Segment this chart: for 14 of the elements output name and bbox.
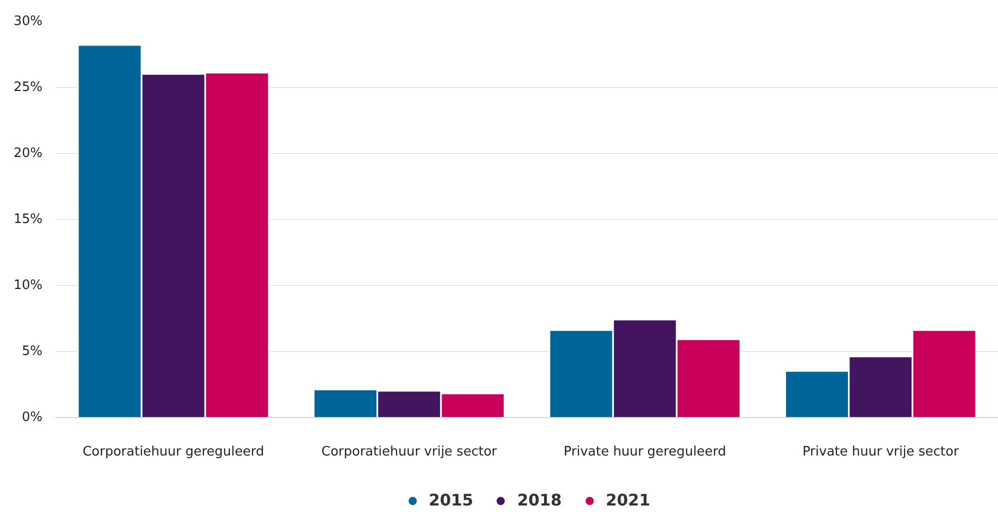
y-tick-label: 20% <box>14 146 43 161</box>
x-tick-label: Corporatiehuur gereguleerd <box>82 444 264 460</box>
x-tick-label: Private huur gereguleerd <box>564 444 726 460</box>
y-tick-label: 10% <box>14 278 43 293</box>
y-tick-label: 0% <box>22 410 42 425</box>
legend-label: 2018 <box>517 490 562 510</box>
x-tick-label: Private huur vrije sector <box>802 444 960 460</box>
y-tick-label: 15% <box>14 212 43 227</box>
y-tick-label: 5% <box>22 344 42 359</box>
legend-label: 2015 <box>428 490 474 510</box>
legend-label: 2021 <box>606 490 650 510</box>
y-tick-label: 30% <box>14 14 43 29</box>
y-tick-label: 25% <box>14 80 43 95</box>
x-tick-label: Corporatiehuur vrije sector <box>321 444 498 460</box>
